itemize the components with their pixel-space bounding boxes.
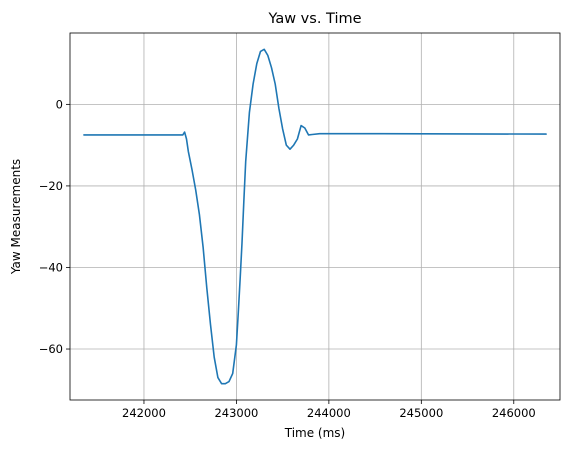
x-tick-label: 242000 [122, 406, 166, 420]
x-axis-label: Time (ms) [284, 426, 346, 440]
y-axis-label: Yaw Measurements [9, 159, 23, 275]
x-tick-label: 246000 [492, 406, 536, 420]
x-tick-label: 245000 [399, 406, 443, 420]
y-tick-label: −40 [39, 260, 63, 274]
chart-title: Yaw vs. Time [267, 11, 361, 27]
y-tick-label: −20 [39, 179, 63, 193]
x-tick-label: 243000 [214, 406, 258, 420]
y-tick-label: −60 [39, 342, 63, 356]
y-tick-label: 0 [56, 97, 63, 111]
x-tick-label: 244000 [307, 406, 351, 420]
